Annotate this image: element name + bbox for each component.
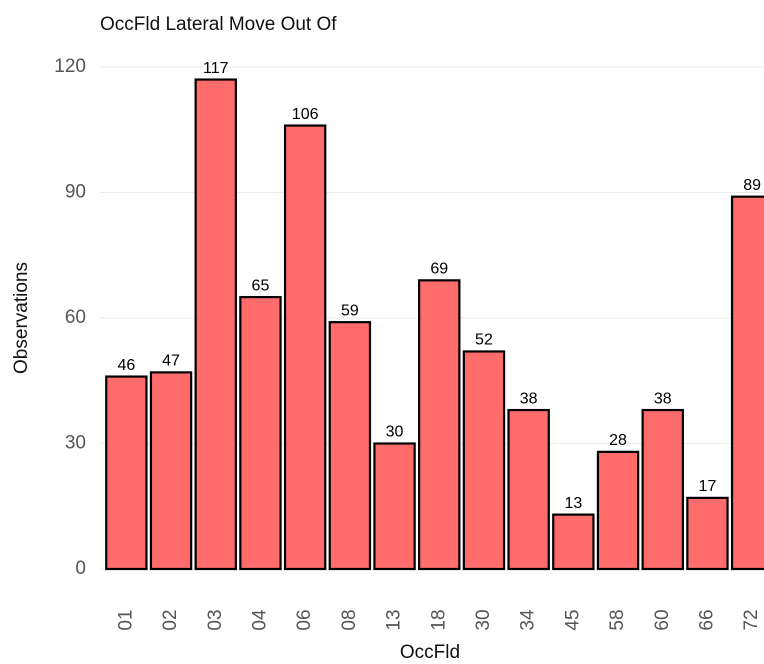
x-tick-label: 72 [741, 609, 762, 630]
x-tick-label: 06 [294, 609, 315, 630]
x-tick-label: 08 [339, 609, 360, 630]
x-tick-label: 02 [160, 609, 181, 630]
bar [194, 78, 237, 571]
y-tick-label: 120 [54, 56, 86, 77]
chart-title: OccFld Lateral Move Out Of [100, 14, 337, 35]
bar [730, 195, 764, 571]
value-label: 46 [117, 357, 135, 374]
value-label: 89 [743, 177, 761, 194]
x-tick-label: 04 [249, 609, 270, 631]
bar [418, 279, 461, 571]
bar [239, 295, 282, 571]
y-axis-label: Observations [11, 262, 32, 374]
x-tick-label: 03 [205, 609, 226, 630]
value-label: 106 [292, 106, 319, 123]
value-label: 52 [475, 332, 493, 349]
bar [149, 371, 193, 571]
x-tick-label: 30 [473, 609, 494, 630]
value-label: 65 [252, 277, 270, 294]
value-label: 38 [654, 390, 672, 407]
x-tick-label: 66 [696, 609, 717, 630]
value-label: 28 [609, 432, 627, 449]
value-label: 59 [341, 302, 359, 319]
bar [596, 450, 640, 571]
bar [641, 408, 684, 571]
x-tick-label: 45 [562, 609, 583, 630]
value-label: 117 [203, 60, 229, 77]
bar [552, 513, 595, 571]
y-tick-label: 90 [65, 182, 86, 203]
value-label: 17 [699, 478, 717, 495]
bar [686, 496, 729, 571]
x-tick-label: 13 [384, 609, 405, 630]
x-axis-label: OccFld [400, 642, 460, 663]
x-tick-label: 18 [428, 609, 449, 630]
value-label: 38 [520, 390, 538, 407]
value-label: 69 [430, 261, 448, 278]
bar [105, 375, 148, 571]
value-label: 47 [162, 353, 180, 370]
y-tick-label: 30 [65, 433, 86, 454]
bar [328, 321, 372, 571]
bar [283, 124, 327, 571]
x-tick-label: 60 [652, 609, 673, 630]
x-tick-label: 34 [518, 609, 539, 631]
value-label: 13 [564, 495, 582, 512]
x-tick-label: 01 [115, 609, 136, 630]
y-tick-label: 60 [65, 307, 86, 328]
x-tick-label: 58 [607, 609, 628, 630]
bar [373, 442, 416, 571]
bar [462, 350, 506, 571]
y-tick-label: 0 [75, 558, 86, 579]
bar [507, 408, 550, 571]
value-label: 30 [386, 424, 404, 441]
